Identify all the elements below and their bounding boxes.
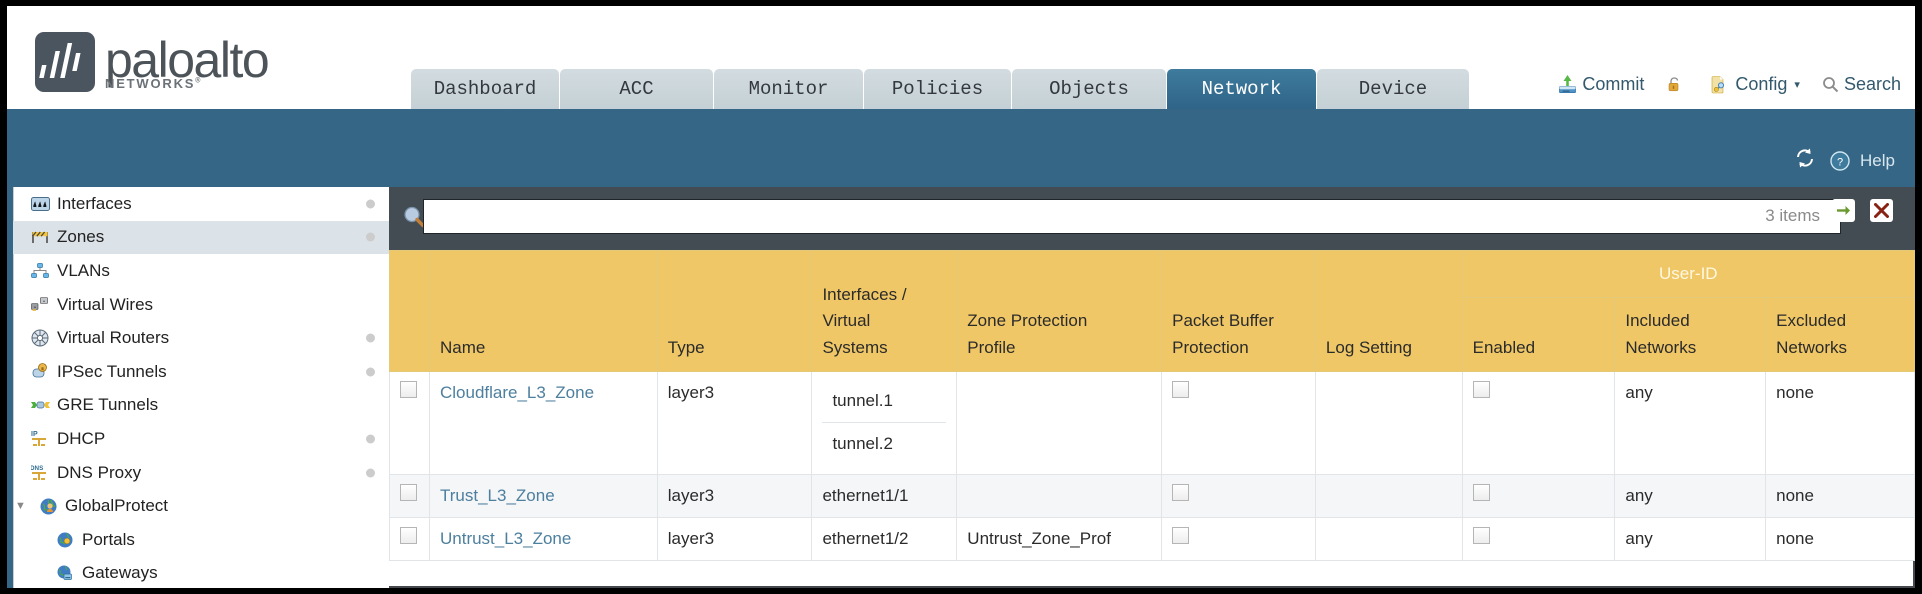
svg-text:?: ? <box>1837 156 1843 168</box>
svg-text:DNS: DNS <box>31 465 43 472</box>
svg-text:IP: IP <box>31 431 38 438</box>
